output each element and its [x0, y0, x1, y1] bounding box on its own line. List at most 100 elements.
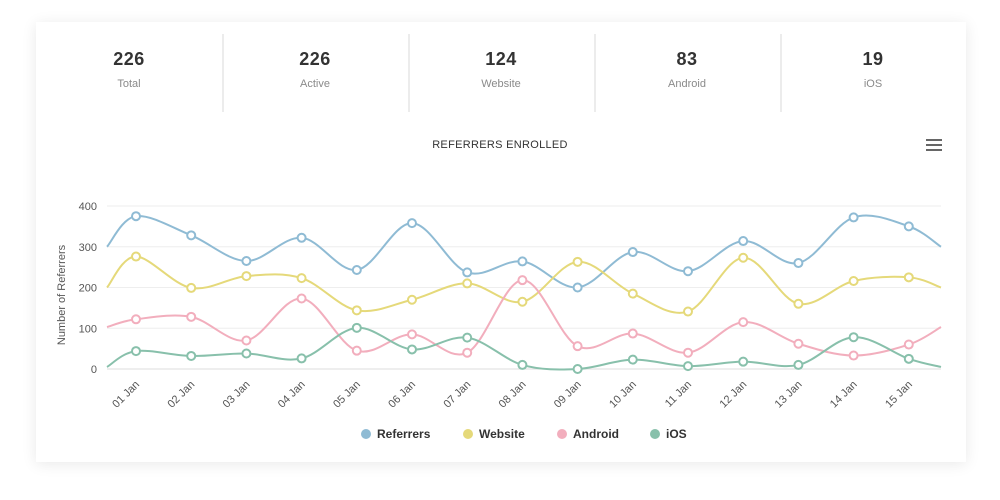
legend-item-android[interactable]: Android: [557, 427, 619, 441]
data-point[interactable]: [186, 230, 197, 241]
data-point[interactable]: [296, 353, 307, 364]
data-point[interactable]: [903, 221, 914, 232]
x-tick-label: 01 Jan: [110, 379, 142, 411]
data-point[interactable]: [627, 247, 638, 258]
series-android: [106, 275, 942, 361]
grid-lines: [107, 205, 941, 370]
stat-value: 226: [299, 49, 331, 69]
data-point[interactable]: [517, 275, 528, 286]
data-point[interactable]: [793, 258, 804, 269]
data-point[interactable]: [186, 350, 197, 361]
data-point[interactable]: [131, 346, 141, 357]
data-point[interactable]: [683, 347, 693, 358]
data-point[interactable]: [462, 278, 473, 289]
data-point[interactable]: [627, 354, 638, 365]
data-point[interactable]: [407, 329, 417, 340]
data-point[interactable]: [241, 348, 252, 359]
series-line: [106, 279, 942, 357]
data-point[interactable]: [517, 359, 528, 370]
data-point[interactable]: [848, 350, 859, 361]
stat-value: 226: [113, 49, 145, 69]
stat-label: Active: [300, 78, 330, 90]
x-tick-label: 13 Jan: [773, 379, 805, 411]
y-tick-label: 300: [79, 242, 97, 254]
data-point[interactable]: [407, 294, 417, 305]
data-point[interactable]: [848, 275, 859, 286]
data-point[interactable]: [517, 256, 528, 267]
data-point[interactable]: [627, 288, 638, 299]
data-point[interactable]: [793, 359, 804, 370]
data-point[interactable]: [572, 341, 583, 352]
legend-swatch: [463, 429, 473, 439]
data-point[interactable]: [462, 332, 473, 343]
series-ios: [106, 322, 942, 374]
data-point[interactable]: [572, 364, 583, 374]
data-point[interactable]: [351, 264, 362, 275]
data-point[interactable]: [186, 282, 197, 293]
data-point[interactable]: [296, 273, 307, 284]
y-axis-label: Number of Referrers: [56, 244, 68, 345]
data-point[interactable]: [848, 332, 859, 343]
legend-item-ios[interactable]: iOS: [650, 427, 687, 441]
x-tick-label: 10 Jan: [607, 379, 639, 411]
stat-active: 226 Active: [222, 34, 408, 112]
legend-label: Android: [573, 427, 619, 441]
data-point[interactable]: [903, 353, 914, 364]
x-axis-ticks: 01 Jan 02 Jan 03 Jan 04 Jan 05 Jan 06 Jan 07 J…: [110, 379, 915, 411]
data-point[interactable]: [793, 338, 804, 349]
data-point[interactable]: [462, 267, 473, 278]
data-point[interactable]: [462, 347, 473, 358]
stats-row: 226 Total 226 Active 124 Website 83 Andr…: [36, 34, 966, 112]
data-point[interactable]: [131, 211, 141, 222]
data-point[interactable]: [572, 282, 583, 293]
x-tick-label: 06 Jan: [386, 379, 418, 411]
data-point[interactable]: [738, 317, 749, 328]
data-point[interactable]: [683, 266, 693, 277]
series-lines: [106, 211, 942, 374]
legend-swatch: [650, 429, 660, 439]
y-axis-ticks: 0 100 200 300 400: [79, 201, 97, 376]
data-point[interactable]: [241, 256, 252, 267]
legend-item-referrers[interactable]: Referrers: [361, 427, 431, 441]
y-tick-label: 0: [91, 364, 97, 376]
data-point[interactable]: [296, 232, 307, 243]
legend-swatch: [361, 429, 371, 439]
data-point[interactable]: [627, 328, 638, 339]
data-point[interactable]: [903, 339, 914, 350]
data-point[interactable]: [738, 356, 749, 367]
data-point[interactable]: [683, 361, 693, 372]
data-point[interactable]: [683, 306, 693, 317]
series-website: [106, 251, 942, 317]
legend-label: Referrers: [377, 427, 431, 441]
data-point[interactable]: [407, 344, 417, 355]
data-point[interactable]: [131, 251, 141, 262]
data-point[interactable]: [903, 272, 914, 283]
x-tick-label: 11 Jan: [663, 379, 694, 410]
x-tick-label: 03 Jan: [221, 379, 253, 411]
stat-ios: 19 iOS: [780, 34, 966, 112]
y-tick-label: 400: [79, 201, 97, 213]
legend-item-website[interactable]: Website: [463, 427, 525, 441]
data-point[interactable]: [241, 335, 252, 346]
data-point[interactable]: [407, 218, 417, 229]
y-tick-label: 200: [79, 283, 97, 295]
data-point[interactable]: [186, 311, 197, 322]
data-point[interactable]: [351, 322, 362, 333]
data-point[interactable]: [738, 252, 749, 263]
data-point[interactable]: [351, 345, 362, 356]
series-line: [106, 255, 942, 314]
data-point[interactable]: [738, 236, 749, 247]
data-point[interactable]: [793, 298, 804, 309]
x-tick-label: 02 Jan: [165, 379, 197, 411]
x-tick-label: 14 Jan: [828, 379, 860, 411]
data-point[interactable]: [848, 212, 859, 223]
data-point[interactable]: [517, 296, 528, 307]
stat-label: Android: [668, 78, 706, 90]
data-point[interactable]: [351, 305, 362, 316]
data-point[interactable]: [131, 314, 141, 325]
data-point[interactable]: [296, 293, 307, 304]
data-point[interactable]: [572, 256, 583, 267]
legend: Referrers Website Android iOS: [361, 427, 687, 441]
hamburger-menu-icon[interactable]: [926, 139, 942, 153]
data-point[interactable]: [241, 271, 252, 282]
